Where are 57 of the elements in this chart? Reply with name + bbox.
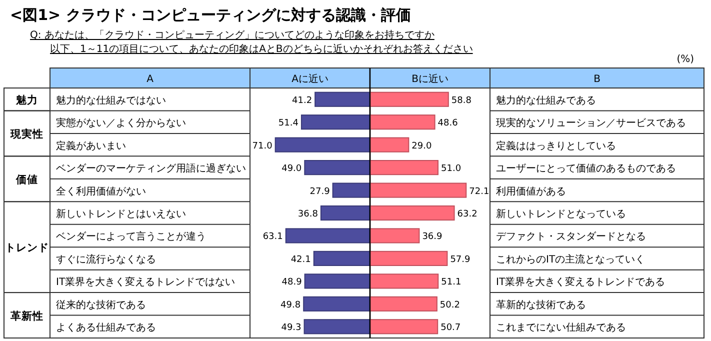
y-tick-label: 魅力的な仕組みではない [56,94,166,106]
y-tick-label: ベンダーのマーケティング用語に過ぎない [56,162,246,175]
text: 革新性 [10,309,44,322]
data-label: 63.2 [457,210,478,220]
data-label: 29.0 [412,141,432,152]
y-tick-label: デファクト・スタンダードとなる [496,230,646,243]
y-tick-label: 従来的な技術である [56,298,146,311]
data-label: 57.9 [450,254,471,265]
data-label: 50.7 [440,323,461,334]
y-tick-label: IT業界を大きく変えるトレンドである [496,276,666,288]
y-tick-label: ベンダーによって言うことが違う [56,230,206,243]
y-tick-label: ユーザーにとって価値のあるものである [496,162,676,175]
data-label: 58.8 [451,96,472,106]
y-tick-label: 定義があいまい [56,140,126,152]
data-label: 41.2 [292,96,312,106]
text: (%) [676,54,694,65]
y-tick-label: すぐに流行らなくなる [56,253,156,266]
y-tick-label: 魅力的な仕組みである [496,94,596,106]
y-tick-label: 全く利用価値がない [56,185,146,198]
data-label: 63.1 [262,232,283,242]
data-label: 48.6 [438,118,458,129]
y-tick-label: これからのITの主流となっていく [496,253,646,266]
y-tick-label: 新しいトレンドとなっている [496,208,626,220]
data-label: 27.9 [310,186,330,197]
data-label: 42.1 [290,254,311,265]
y-tick-label: 利用価値がある [496,185,566,198]
text: 魅力 [15,93,38,106]
text: トレンド [5,242,49,254]
text: 現実性 [10,127,44,140]
data-label: 48.9 [282,278,302,288]
data-label: 51.1 [441,278,462,288]
text: 価値 [15,172,38,186]
data-label: 49.8 [280,300,301,310]
y-tick-label: IT業界を大きく変えるトレンドではない [56,276,236,288]
data-label: 49.3 [281,323,302,334]
data-label: 72.1 [469,186,490,197]
x-axis-title: Bに近い [412,73,448,85]
y-tick-label: 現実的なソリューション／サービスである [496,117,686,130]
data-label: 36.8 [298,210,318,220]
y-axis-title: B [594,74,601,85]
y-tick-label: 実態がない／よく分からない [56,117,186,130]
y-tick-label: 定義ははっきりとしている [496,140,616,152]
data-label: 49.0 [282,164,302,174]
y-tick-label: 革新的な技術である [496,298,586,311]
data-label: 36.9 [422,232,443,242]
y-tick-label: これまでにない仕組みである [496,322,626,334]
y-tick-label: よくある仕組みである [56,322,156,334]
data-label: 71.0 [252,141,273,152]
data-label: 50.2 [440,300,460,310]
y-tick-label: 新しいトレンドとはいえない [56,208,186,220]
chart-subtitle: Q: あなたは、「クラウド・コンピューティング」についてどのような印象をお持ちですか [30,29,434,41]
y-axis-title: A [146,74,154,85]
chart-title: <図1> クラウド・コンピューティングに対する認識・評価 [10,6,411,24]
data-label: 51.4 [278,118,299,129]
text: 以下、1～11の項目について、あなたの印象はAとBのどちらに近いかそれぞれお答えください [50,43,473,55]
x-axis-title: Aに近い [292,73,328,85]
data-label: 51.0 [441,164,462,174]
